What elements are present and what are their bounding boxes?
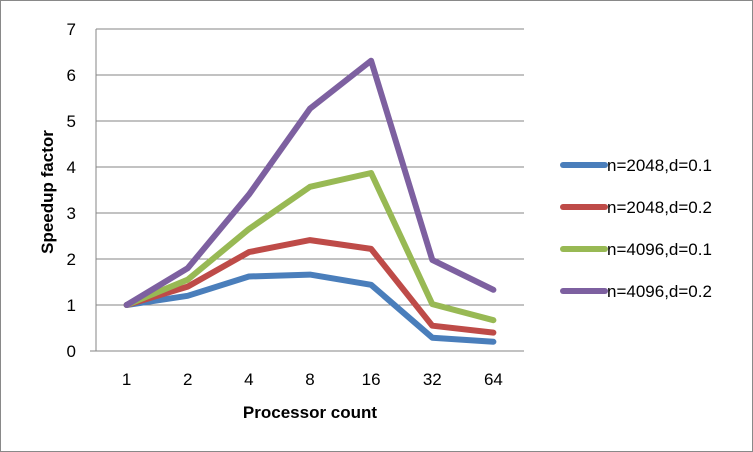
- y-tick-label: 3: [67, 204, 76, 223]
- legend-label-1: n=2048,d=0.1: [607, 156, 712, 175]
- y-tick-label: 4: [67, 158, 76, 177]
- y-axis: 0 1 2 3 4 5 6 7: [67, 20, 97, 361]
- gridlines: [96, 28, 524, 352]
- legend-label-3: n=4096,d=0.1: [607, 240, 712, 259]
- x-tick-label: 8: [305, 370, 314, 389]
- legend-label-4: n=4096,d=0.2: [607, 282, 712, 301]
- legend: n=2048,d=0.1 n=2048,d=0.2 n=4096,d=0.1 n=40…: [560, 156, 712, 301]
- series-lines: [123, 57, 497, 345]
- x-tick-label: 4: [244, 370, 253, 389]
- y-axis-title: Speedup factor: [38, 130, 57, 254]
- series-line-2: [123, 237, 497, 336]
- series-line-3: [123, 170, 497, 324]
- y-tick-label: 0: [67, 342, 76, 361]
- x-tick-label: 64: [484, 370, 503, 389]
- x-tick-label: 16: [362, 370, 381, 389]
- y-tick-label: 1: [67, 296, 76, 315]
- series-line-1: [123, 271, 497, 345]
- y-tick-label: 7: [67, 20, 76, 39]
- x-tick-label: 1: [122, 370, 131, 389]
- series-line-4: [123, 57, 497, 308]
- x-tick-label: 32: [423, 370, 442, 389]
- x-tick-label: 2: [183, 370, 192, 389]
- x-axis-title: Processor count: [243, 403, 377, 422]
- y-tick-label: 5: [67, 112, 76, 131]
- y-tick-label: 2: [67, 250, 76, 269]
- x-axis: 1 2 4 8 16 32 64: [90, 350, 524, 389]
- y-tick-label: 6: [67, 66, 76, 85]
- legend-label-2: n=2048,d=0.2: [607, 198, 712, 217]
